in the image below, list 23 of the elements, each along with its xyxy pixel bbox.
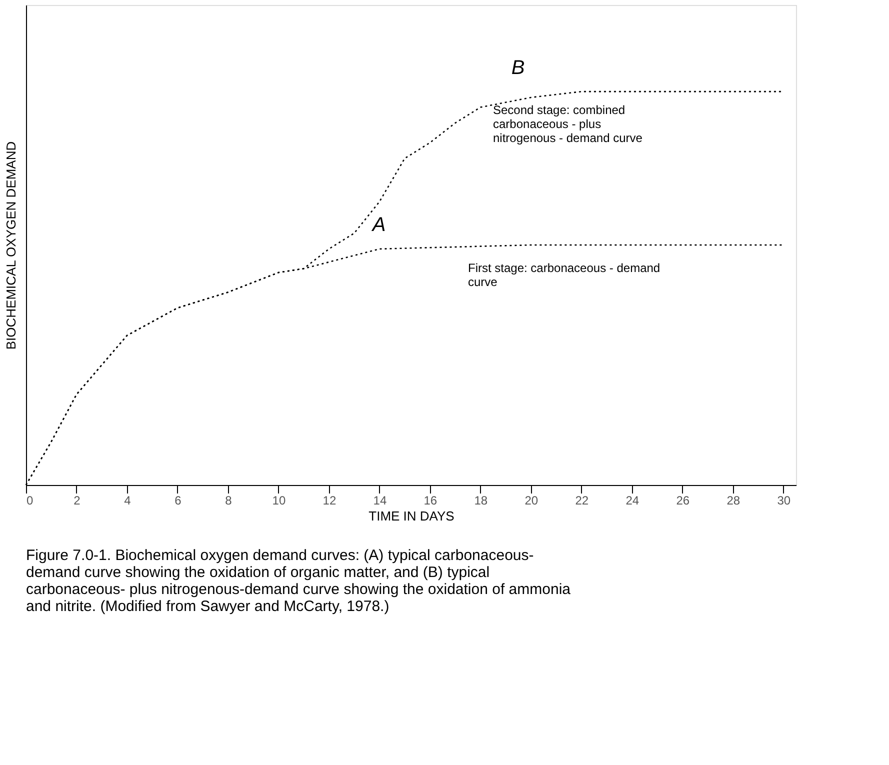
x-tick-label: 10 <box>272 494 286 508</box>
x-tick-label: 4 <box>124 494 132 508</box>
x-tick-label: 14 <box>373 494 387 508</box>
x-tick-label: 26 <box>676 494 690 508</box>
x-tick-label: 30 <box>777 494 791 508</box>
y-axis-title: BIOCHEMICAL OXYGEN DEMAND <box>4 141 18 350</box>
annotation: Second stage: combined carbonaceous - plus nitrogenous - demand curve <box>493 103 643 145</box>
x-tick-label: 18 <box>474 494 488 508</box>
x-tick-label: 2 <box>74 494 81 508</box>
annotation: First stage: carbonaceous - demand curve <box>468 261 660 289</box>
x-tick-label: 28 <box>726 494 740 508</box>
x-tick-label: 12 <box>322 494 336 508</box>
x-tick-label: 8 <box>225 494 232 508</box>
x-tick-label: 16 <box>424 494 438 508</box>
x-tick-label: 6 <box>174 494 182 508</box>
x-tick-label: 24 <box>626 494 640 508</box>
x-tick-label: 0 <box>26 494 34 508</box>
x-axis-title: TIME IN DAYS <box>368 508 455 524</box>
caption: Figure 7.0-1. Biochemical oxygen demand curves: (A) typical carbonaceous- demand curve showing the oxidation of organic matter, and (B) typical carbonaceous- plus nitrogenous-demand curve showing the oxidation of ammonia and nitrite. (Modified from Sawyer and McCarty, 1978.) <box>26 547 572 615</box>
x-tick-label: 22 <box>575 494 589 508</box>
annotation: A <box>371 214 386 236</box>
text: B <box>511 57 525 79</box>
x-tick-label: 20 <box>524 494 538 508</box>
